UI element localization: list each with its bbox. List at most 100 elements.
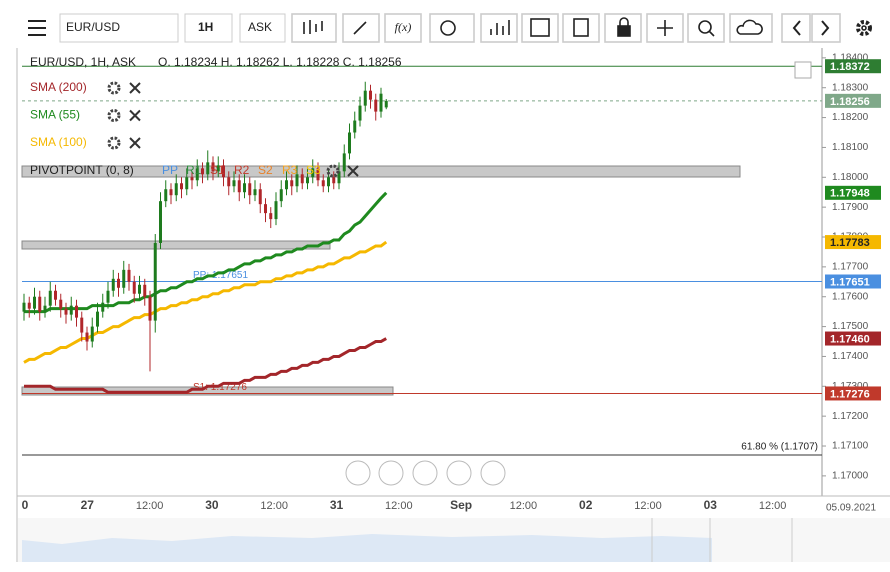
sma-line — [23, 240, 388, 364]
menu-button[interactable] — [24, 16, 50, 40]
cloud-button[interactable] — [729, 13, 773, 43]
symbol-box[interactable] — [59, 13, 179, 43]
candle-body — [269, 213, 273, 220]
candle-body — [279, 189, 283, 202]
chart-title: EUR/USD, 1H, ASK — [30, 55, 136, 69]
candle-body — [353, 120, 357, 133]
y-tick-label: 1.18000 — [832, 172, 869, 183]
candle-body — [38, 296, 42, 312]
candle-body — [342, 153, 346, 172]
next-button[interactable] — [811, 13, 841, 43]
candle-body — [180, 183, 183, 190]
price-box-label: 1.18372 — [830, 61, 870, 73]
candle-body — [27, 302, 31, 309]
legend-entry: SMA (55) — [30, 108, 80, 122]
indicator-level: S1 — [210, 163, 225, 177]
legend-remove[interactable] — [129, 137, 141, 149]
candle-body — [237, 180, 241, 193]
indicator-level: PP — [162, 163, 178, 177]
candle-body — [348, 132, 351, 154]
candle-body — [64, 308, 68, 315]
popout-button[interactable] — [794, 61, 812, 79]
candle-body — [306, 177, 309, 184]
info-button[interactable] — [429, 13, 475, 43]
x-tick-label: 03 — [704, 498, 718, 512]
legend-entry: SMA (200) — [30, 80, 87, 94]
legend-settings[interactable] — [107, 136, 121, 150]
candle-body — [248, 183, 252, 196]
price-type-box[interactable] — [239, 13, 286, 43]
indicator-level: S3 — [306, 163, 321, 177]
plot: PP: 1.17651 S1: 1.17276 61.80 % (1.1707) — [22, 65, 822, 456]
price-box — [825, 331, 881, 346]
legend-settings[interactable] — [107, 81, 121, 95]
x-tick-label: 02 — [579, 498, 593, 512]
scroll-left[interactable] — [345, 460, 371, 486]
price-box — [825, 185, 881, 200]
indicator-level: R1 — [186, 163, 202, 177]
legend-remove[interactable] — [129, 82, 141, 94]
candle-body — [101, 302, 105, 312]
timeframe-box[interactable] — [184, 13, 233, 43]
function-button[interactable] — [384, 13, 422, 43]
y-tick-label: 1.18100 — [832, 142, 869, 153]
candle-body — [379, 93, 383, 112]
price-box — [825, 93, 881, 108]
candle-body — [138, 284, 141, 294]
price-box — [825, 274, 881, 289]
function-label: f(x) — [395, 20, 412, 34]
candle-body — [117, 278, 120, 288]
y-tick-label: 1.17400 — [832, 351, 869, 362]
x-tick-label: 0 — [22, 498, 29, 512]
y-tick-label: 1.17200 — [832, 411, 869, 422]
indicator-button[interactable] — [480, 13, 518, 43]
candle-body — [264, 204, 267, 214]
y-tick-label: 1.18400 — [832, 52, 869, 63]
candle-body — [148, 296, 152, 321]
candle-body — [332, 177, 336, 184]
zoom-in[interactable] — [446, 460, 472, 486]
sma-line — [24, 191, 388, 314]
x-tick-label: 31 — [330, 498, 344, 512]
level-line-label: PP: 1.17651 — [193, 270, 248, 281]
price-box — [825, 386, 881, 401]
candle-body — [258, 189, 262, 205]
price-type: ASK — [248, 20, 272, 34]
zoom-out[interactable] — [378, 460, 404, 486]
chart-type-button[interactable] — [291, 13, 337, 43]
scroll-right[interactable] — [480, 460, 506, 486]
y-tick-label: 1.18200 — [832, 112, 869, 123]
note-button[interactable] — [562, 13, 600, 43]
price-box — [825, 235, 881, 250]
zoom-button[interactable] — [687, 13, 725, 43]
price-box-label: 1.17948 — [830, 188, 870, 200]
candle-body — [153, 242, 157, 321]
candle-body — [327, 177, 330, 187]
reset[interactable] — [412, 460, 438, 486]
fib-label: 61.80 % (1.1707) — [741, 442, 818, 453]
legend-entry: SMA (100) — [30, 135, 87, 149]
candle-body — [54, 290, 57, 300]
symbol: EUR/USD — [66, 20, 120, 34]
navigator — [18, 518, 890, 562]
y-tick-label: 1.17600 — [832, 291, 869, 302]
prev-button[interactable] — [781, 13, 811, 43]
candle-body — [132, 281, 136, 294]
legend-remove[interactable] — [129, 109, 141, 122]
candle-body — [195, 168, 199, 181]
level-line-label: S1: 1.17276 — [193, 382, 247, 393]
toolbar-icons — [291, 13, 872, 43]
candle-body — [321, 180, 325, 187]
price-box-label: 1.18256 — [830, 96, 870, 108]
candle-body — [369, 90, 372, 100]
date-label: 05.09.2021 — [826, 503, 876, 514]
indicator-settings[interactable] — [326, 164, 340, 178]
candle-body — [159, 201, 162, 243]
candle-body — [33, 296, 36, 309]
settings-button[interactable] — [856, 20, 872, 36]
candle-body — [111, 278, 115, 291]
indicator-remove[interactable] — [347, 165, 359, 177]
candle-body — [22, 302, 26, 312]
candle-body — [222, 165, 225, 178]
legend-settings[interactable] — [107, 109, 121, 122]
